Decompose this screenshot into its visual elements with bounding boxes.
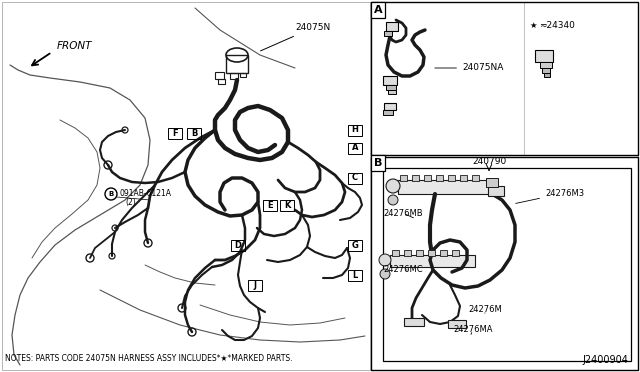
Bar bbox=[388, 90, 396, 94]
Bar bbox=[386, 22, 398, 31]
Circle shape bbox=[388, 195, 398, 205]
Bar bbox=[231, 240, 245, 250]
Bar bbox=[452, 250, 459, 256]
Circle shape bbox=[380, 269, 390, 279]
Text: ≂24340: ≂24340 bbox=[539, 20, 575, 29]
Bar bbox=[544, 73, 550, 77]
Bar bbox=[348, 142, 362, 154]
Bar bbox=[371, 2, 638, 155]
Text: 091AB-6121A: 091AB-6121A bbox=[119, 189, 171, 198]
Bar bbox=[392, 250, 399, 256]
Text: FRONT: FRONT bbox=[57, 41, 93, 51]
Bar bbox=[436, 175, 443, 181]
Text: H: H bbox=[351, 125, 358, 135]
Bar bbox=[428, 250, 435, 256]
Bar bbox=[460, 175, 467, 181]
Bar bbox=[424, 175, 431, 181]
Bar bbox=[168, 128, 182, 138]
Bar bbox=[440, 250, 447, 256]
Bar bbox=[348, 269, 362, 280]
Bar bbox=[486, 178, 498, 187]
Bar bbox=[416, 250, 423, 256]
Bar bbox=[540, 62, 552, 68]
Text: 24276M3: 24276M3 bbox=[516, 189, 584, 203]
Text: F: F bbox=[172, 128, 178, 138]
Bar bbox=[248, 279, 262, 291]
Bar bbox=[384, 31, 392, 36]
Text: C: C bbox=[352, 173, 358, 183]
Text: (2): (2) bbox=[125, 198, 136, 206]
Text: NOTES: PARTS CODE 24075N HARNESS ASSY INCLUDES*★*MARKED PARTS.: NOTES: PARTS CODE 24075N HARNESS ASSY IN… bbox=[5, 353, 292, 362]
Text: B: B bbox=[108, 191, 114, 197]
Text: A: A bbox=[352, 144, 358, 153]
Text: G: G bbox=[351, 241, 358, 250]
Bar bbox=[383, 110, 393, 115]
Bar bbox=[226, 55, 248, 73]
Text: ★: ★ bbox=[529, 20, 537, 29]
Text: J: J bbox=[253, 280, 257, 289]
Text: E: E bbox=[267, 201, 273, 209]
Bar bbox=[371, 157, 638, 370]
Bar bbox=[263, 199, 277, 211]
Bar bbox=[542, 68, 550, 73]
Text: L: L bbox=[353, 270, 358, 279]
Bar bbox=[448, 175, 455, 181]
Bar bbox=[390, 255, 475, 267]
Bar bbox=[215, 72, 224, 79]
Bar bbox=[472, 175, 479, 181]
Text: 24276M: 24276M bbox=[468, 305, 502, 314]
Bar bbox=[383, 168, 631, 361]
Bar bbox=[230, 73, 238, 79]
Text: 24276MC: 24276MC bbox=[383, 266, 422, 275]
Circle shape bbox=[379, 254, 391, 266]
Text: 24075NA: 24075NA bbox=[435, 64, 504, 73]
Text: K: K bbox=[284, 201, 290, 209]
Bar bbox=[348, 240, 362, 250]
Text: D: D bbox=[234, 241, 241, 250]
Bar bbox=[398, 180, 493, 194]
Circle shape bbox=[386, 179, 400, 193]
Text: A: A bbox=[374, 5, 382, 15]
Text: 24276MB: 24276MB bbox=[383, 208, 422, 218]
Text: 240790: 240790 bbox=[472, 157, 506, 167]
Text: 24276MA: 24276MA bbox=[453, 326, 493, 334]
Bar bbox=[240, 73, 246, 77]
Bar bbox=[404, 318, 424, 326]
Bar bbox=[404, 250, 411, 256]
Text: J2400904: J2400904 bbox=[582, 355, 628, 365]
Text: B: B bbox=[191, 128, 197, 138]
Bar bbox=[412, 175, 419, 181]
Bar bbox=[448, 320, 466, 328]
Text: 24075N: 24075N bbox=[260, 23, 330, 51]
Bar bbox=[386, 85, 396, 90]
Bar bbox=[348, 125, 362, 135]
Bar bbox=[384, 103, 396, 110]
Bar bbox=[383, 76, 397, 85]
Bar bbox=[400, 175, 407, 181]
Bar bbox=[218, 79, 225, 84]
Bar bbox=[348, 173, 362, 183]
Text: B: B bbox=[374, 158, 382, 168]
Bar bbox=[187, 128, 201, 138]
Bar bbox=[280, 199, 294, 211]
Bar bbox=[488, 186, 504, 196]
Bar bbox=[535, 50, 553, 62]
